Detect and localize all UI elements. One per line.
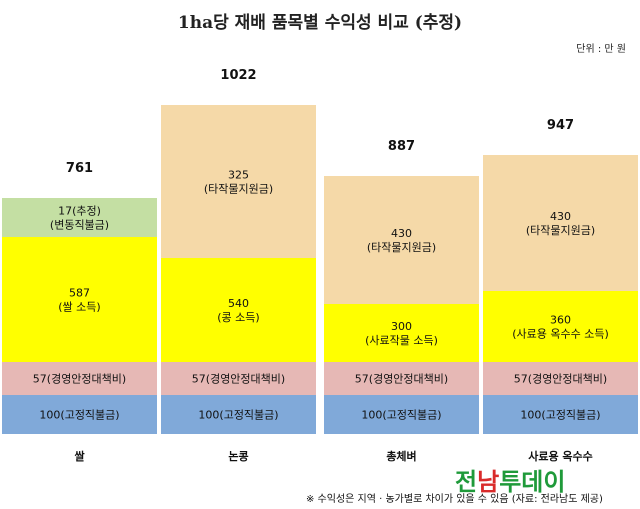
segment-label-income: 300 — [391, 320, 412, 333]
segment-label-fixed: 100(고정직불금) — [361, 409, 441, 422]
bar-segment-other-support — [324, 176, 479, 304]
bar-segment-fixed — [161, 395, 316, 434]
chart-title: 1ha당 재배 품목별 수익성 비교 (추정) — [177, 13, 463, 33]
bar-segment-mgmt — [483, 362, 638, 395]
segment-label-income: (쌀 소득) — [58, 301, 100, 314]
bar-segment-mgmt — [2, 362, 157, 395]
category-label: 총체벼 — [386, 449, 416, 463]
segment-label-change-support: (변동직불금) — [50, 219, 109, 232]
footnote: ※ 수익성은 지역 · 농가별로 차이가 있을 수 있음 (자료: 전라남도 제… — [306, 494, 603, 505]
bar-segment-change-support — [2, 198, 157, 237]
segment-label-other-support: (타작물지원금) — [367, 241, 436, 254]
segment-label-income: 587 — [69, 287, 90, 300]
bar-segment-income — [161, 258, 316, 362]
total-label: 761 — [66, 161, 93, 176]
bar-segment-fixed — [324, 395, 479, 434]
segment-label-fixed: 100(고정직불금) — [198, 409, 278, 422]
bar-segment-fixed — [483, 395, 638, 434]
segment-label-fixed: 100(고정직불금) — [520, 409, 600, 422]
segment-label-mgmt: 57(경영안정대책비) — [33, 373, 126, 386]
bar-segment-mgmt — [161, 362, 316, 395]
segment-label-mgmt: 57(경영안정대책비) — [355, 373, 448, 386]
segment-label-mgmt: 57(경영안정대책비) — [514, 373, 607, 386]
segment-label-income: (콩 소득) — [217, 311, 259, 324]
bar-segment-income — [483, 291, 638, 362]
segment-label-income: 360 — [550, 314, 571, 327]
category-label: 논콩 — [228, 450, 248, 463]
segment-label-other-support: 430 — [391, 227, 412, 240]
segment-label-mgmt: 57(경영안정대책비) — [192, 373, 285, 386]
segment-label-fixed: 100(고정직불금) — [39, 409, 119, 422]
bar-segment-fixed — [2, 395, 157, 434]
category-label: 쌀 — [74, 449, 84, 463]
total-label: 947 — [547, 118, 574, 133]
bar-segment-income — [324, 304, 479, 362]
segment-label-change-support: 17(추정) — [58, 205, 101, 218]
segment-label-other-support: (타작물지원금) — [204, 183, 273, 196]
unit-label: 단위 : 만 원 — [576, 44, 626, 55]
segment-label-income: (사료용 옥수수 소득) — [512, 328, 609, 341]
segment-label-other-support: (타작물지원금) — [526, 224, 595, 237]
segment-label-income: (사료작물 소득) — [365, 334, 438, 347]
bar-segment-income — [2, 237, 157, 362]
segment-label-other-support: 430 — [550, 210, 571, 223]
category-label: 사료용 옥수수 — [528, 449, 593, 463]
total-label: 1022 — [220, 68, 256, 83]
bar-segment-other-support — [483, 155, 638, 291]
segment-label-income: 540 — [228, 297, 249, 310]
bar-segment-mgmt — [324, 362, 479, 395]
total-label: 887 — [388, 139, 415, 154]
watermark-logo: 전남투데이 — [455, 468, 566, 496]
bar-segment-other-support — [161, 105, 316, 258]
segment-label-other-support: 325 — [228, 169, 249, 182]
